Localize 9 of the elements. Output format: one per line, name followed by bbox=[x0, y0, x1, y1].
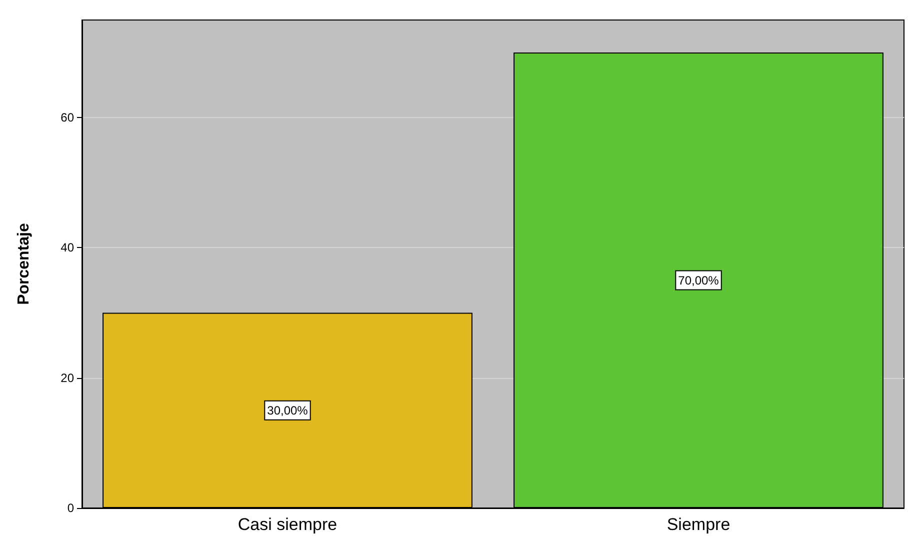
y-tick-label: 40 bbox=[60, 240, 74, 255]
x-tick-label: Siempre bbox=[666, 515, 730, 534]
y-tick-label: 60 bbox=[60, 110, 74, 125]
y-tick-label: 20 bbox=[60, 370, 74, 385]
data-label: 30,00% bbox=[267, 403, 308, 418]
x-tick-label: Casi siempre bbox=[238, 515, 338, 534]
data-label: 70,00% bbox=[678, 273, 720, 288]
y-axis-title: Porcentaje bbox=[16, 222, 32, 305]
y-tick-label: 0 bbox=[67, 501, 74, 515]
